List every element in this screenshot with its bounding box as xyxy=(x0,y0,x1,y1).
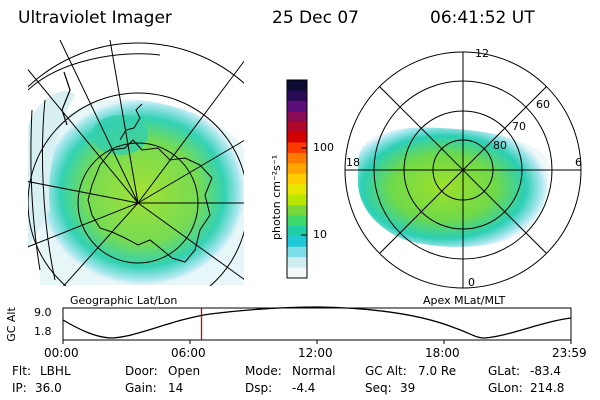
mode-value: Normal xyxy=(292,364,336,378)
altitude-ytick-1-8: 1.8 xyxy=(34,325,52,338)
colorbar-tick-10: 10 xyxy=(313,228,327,241)
flt-label: Flt: xyxy=(12,364,31,378)
ip-value: 36.0 xyxy=(35,381,62,395)
date-label: 25 Dec 07 xyxy=(272,8,359,28)
glon-value: 214.8 xyxy=(530,381,565,395)
altitude-xtick-1800: 18:00 xyxy=(425,346,460,360)
geographic-caption: Geographic Lat/Lon xyxy=(70,294,178,307)
colorbar-segment xyxy=(287,100,307,112)
colorbar-segment xyxy=(287,132,307,144)
colorbar-segment xyxy=(287,142,307,154)
time-label: 06:41:52 UT xyxy=(430,8,535,28)
altitude-ylabel: GC Alt xyxy=(4,307,18,342)
door-label: Door: xyxy=(125,364,158,378)
geo-grid xyxy=(28,40,246,286)
dsp-label: Dsp: xyxy=(245,381,273,395)
colorbar-segment xyxy=(287,173,307,185)
mlt-label-18: 18 xyxy=(346,156,360,169)
colorbar-unit-label: photon cm⁻²s⁻¹ xyxy=(270,154,283,240)
altitude-xtick-1200: 12:00 xyxy=(298,346,333,360)
colorbar-segment xyxy=(287,267,307,279)
colorbar-segment xyxy=(287,80,307,92)
gain-label: Gain: xyxy=(125,381,157,395)
dsp-value: -4.4 xyxy=(292,381,316,395)
colorbar-segment xyxy=(287,152,307,164)
altitude-xtick-0000: 00:00 xyxy=(44,346,79,360)
door-value: Open xyxy=(168,364,201,378)
auroral-emission-right xyxy=(358,127,549,247)
seq-value: 39 xyxy=(400,381,416,395)
mlt-label-0: 0 xyxy=(468,276,475,289)
gc-alt-value: 7.0 Re xyxy=(418,364,457,378)
colorbar-segment xyxy=(287,121,307,133)
colorbar-segment xyxy=(287,225,307,237)
colorbar-tick-100: 100 xyxy=(313,141,334,154)
mlat-label-60: 60 xyxy=(536,98,550,111)
mode-label: Mode: xyxy=(245,364,282,378)
geographic-map xyxy=(28,40,246,286)
ip-label: IP: xyxy=(12,381,27,395)
colorbar-segment xyxy=(287,184,307,196)
antarctica-coastline xyxy=(87,139,213,263)
gain-value: 14 xyxy=(168,381,184,395)
auroral-emission-left xyxy=(40,99,245,285)
glat-value: -83.4 xyxy=(530,364,562,378)
colorbar-segment xyxy=(287,90,307,102)
colorbar-segment xyxy=(287,111,307,123)
colorbar-segment xyxy=(287,215,307,227)
altitude-xtick-0600: 06:00 xyxy=(171,346,206,360)
seq-label: Seq: xyxy=(365,381,392,395)
colorbar-segment xyxy=(287,246,307,258)
colorbar-segment xyxy=(287,163,307,175)
mlat-mlt-grid xyxy=(344,51,582,289)
altitude-xtick-2359: 23:59 xyxy=(552,346,587,360)
altitude-curve xyxy=(62,306,572,339)
colorbar-segment xyxy=(287,194,307,206)
colorbar-segment xyxy=(287,257,307,269)
altitude-plot xyxy=(62,306,572,344)
colorbar-segment xyxy=(287,236,307,248)
gc-alt-label: GC Alt: xyxy=(365,364,407,378)
altitude-ytick-9: 9.0 xyxy=(34,306,52,319)
glat-label: GLat: xyxy=(488,364,521,378)
apex-caption: Apex MLat/MLT xyxy=(423,294,506,307)
mlt-label-12: 12 xyxy=(475,47,489,60)
instrument-title: Ultraviolet Imager xyxy=(18,8,172,28)
mlat-label-80: 80 xyxy=(493,139,507,152)
glon-label: GLon: xyxy=(488,381,523,395)
colorbar-segment xyxy=(287,205,307,217)
mlat-label-70: 70 xyxy=(512,120,526,133)
flt-value: LBHL xyxy=(40,364,71,378)
mlt-label-6: 6 xyxy=(575,156,582,169)
